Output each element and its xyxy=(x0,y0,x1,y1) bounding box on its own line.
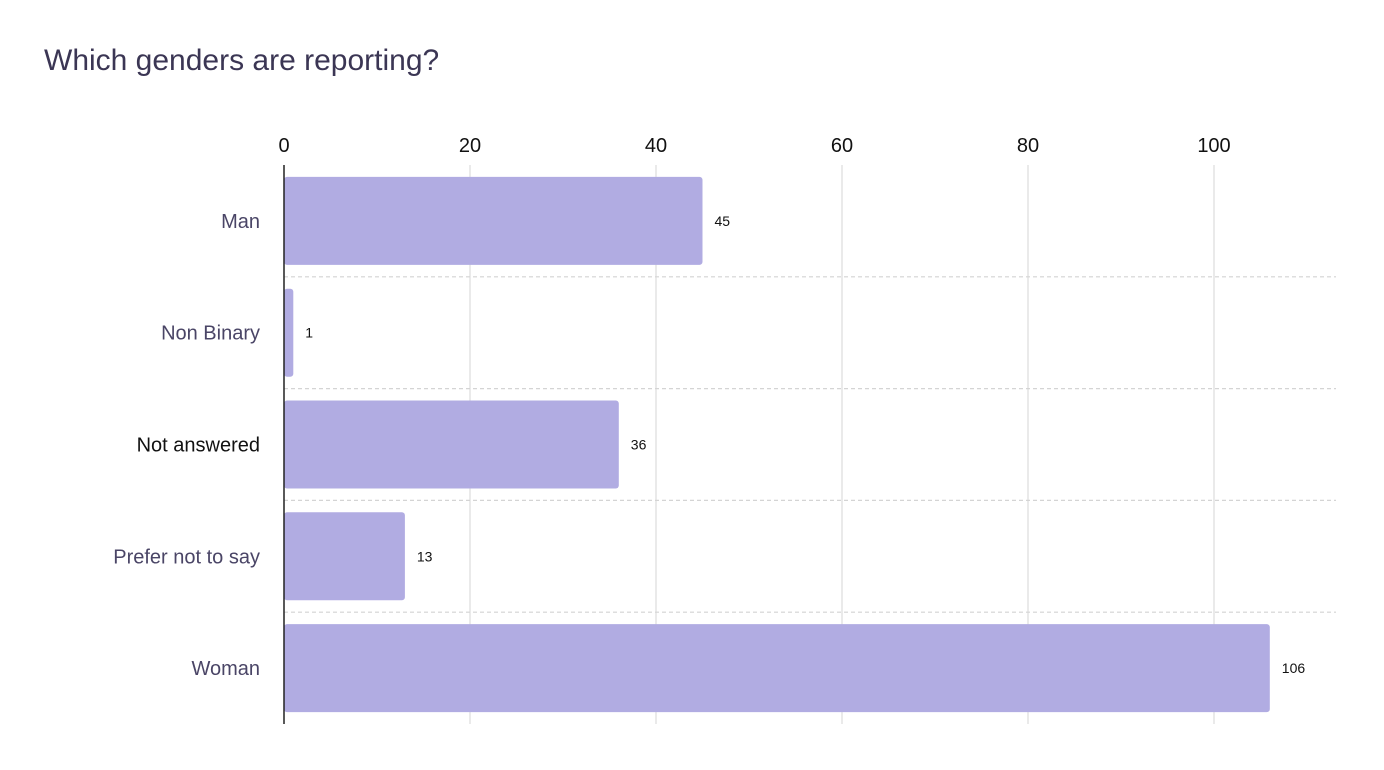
value-label: 106 xyxy=(1282,660,1306,676)
value-label: 45 xyxy=(715,213,731,229)
category-label: Prefer not to say xyxy=(113,546,260,568)
bar-man xyxy=(284,176,703,265)
bar-woman xyxy=(284,624,1270,713)
category-label: Man xyxy=(221,211,260,233)
value-label: 36 xyxy=(631,437,647,453)
bar-prefer-not-to-say xyxy=(284,512,405,601)
category-label: Woman xyxy=(191,658,260,680)
x-tick-label: 80 xyxy=(1017,135,1039,157)
row-separators xyxy=(284,276,1336,613)
category-labels: Man Non Binary Not answered Prefer not to s… xyxy=(113,211,260,680)
x-tick-label: 100 xyxy=(1197,135,1230,157)
x-tick-label: 60 xyxy=(831,135,853,157)
value-label: 13 xyxy=(417,548,433,564)
x-tick-labels: 0 20 40 60 80 100 xyxy=(278,135,1230,157)
x-tick-label: 0 xyxy=(278,135,289,157)
x-tick-label: 40 xyxy=(645,135,667,157)
category-label: Non Binary xyxy=(161,323,260,345)
category-label: Not answered xyxy=(137,435,260,457)
chart-title: Which genders are reporting? xyxy=(44,44,440,77)
value-label: 1 xyxy=(305,325,313,341)
value-labels: 45 1 36 13 106 xyxy=(305,213,1305,676)
bar-not-answered xyxy=(284,400,619,489)
x-tick-label: 20 xyxy=(459,135,481,157)
bars xyxy=(284,176,1270,713)
bar-non-binary xyxy=(284,288,294,377)
